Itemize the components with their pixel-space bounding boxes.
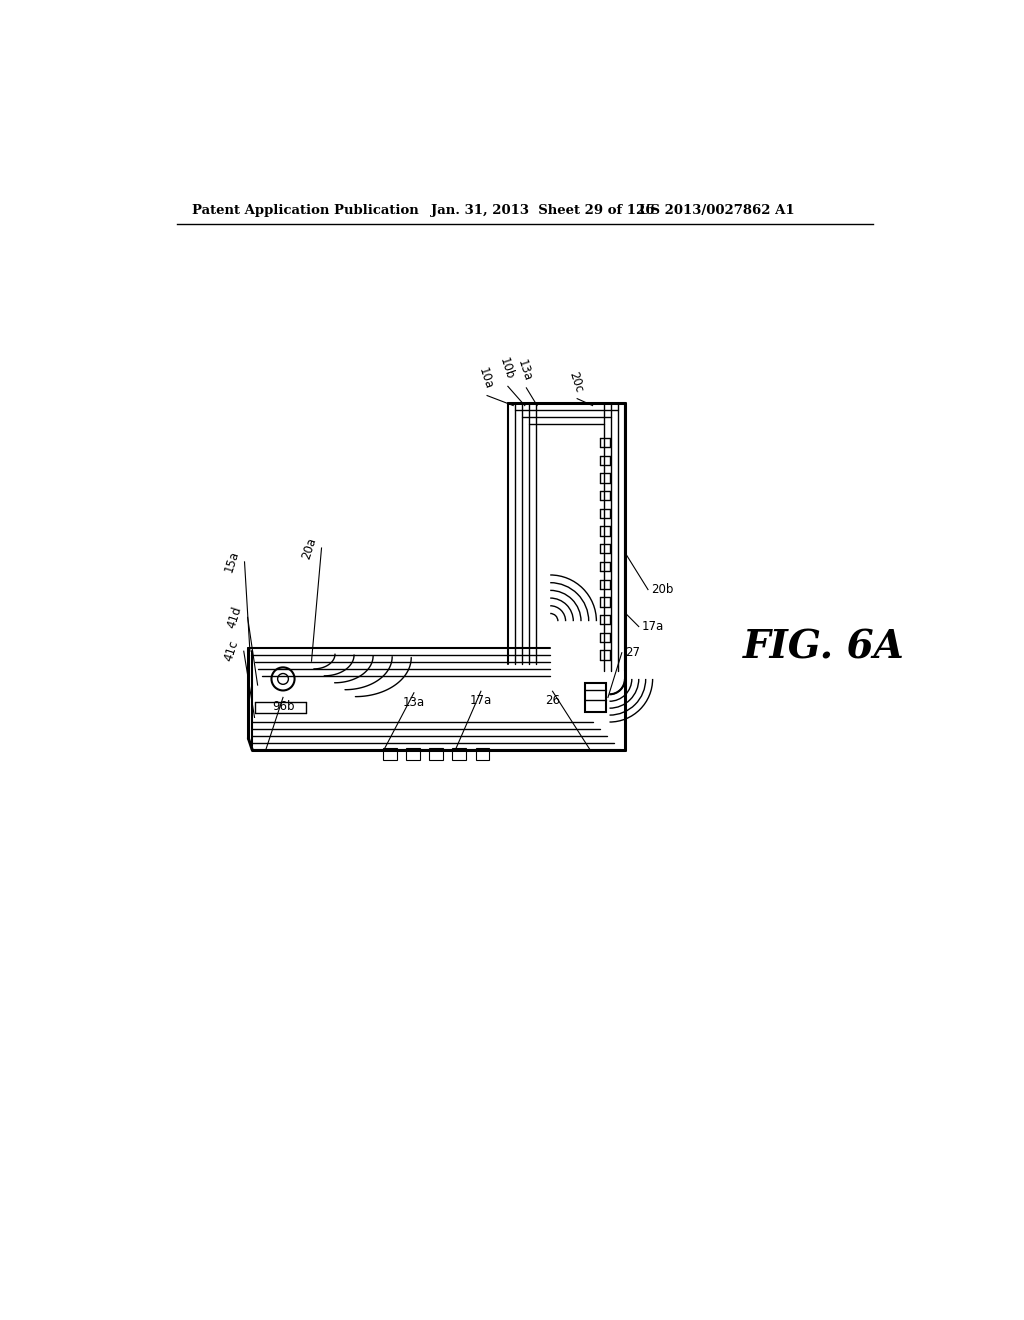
Text: 41d: 41d — [225, 605, 245, 630]
Bar — [453, 748, 466, 760]
Bar — [475, 748, 489, 760]
Text: 96b: 96b — [271, 701, 294, 714]
Text: 20b: 20b — [651, 583, 674, 597]
Bar — [585, 682, 606, 711]
Text: 13a: 13a — [515, 358, 535, 383]
Text: US 2013/0027862 A1: US 2013/0027862 A1 — [639, 205, 795, 218]
Text: Jan. 31, 2013  Sheet 29 of 126: Jan. 31, 2013 Sheet 29 of 126 — [431, 205, 654, 218]
Text: 17a: 17a — [642, 620, 665, 634]
Text: 17a: 17a — [470, 694, 493, 708]
Text: FIG. 6A: FIG. 6A — [742, 628, 904, 667]
Text: 27: 27 — [625, 647, 640, 659]
Bar — [407, 748, 420, 760]
Text: 20a: 20a — [299, 536, 318, 561]
Text: 15a: 15a — [222, 549, 242, 574]
Text: 13a: 13a — [402, 696, 425, 709]
Bar — [383, 748, 397, 760]
Text: 20c: 20c — [566, 370, 585, 395]
Text: Patent Application Publication: Patent Application Publication — [193, 205, 419, 218]
Text: 26: 26 — [545, 694, 560, 708]
Text: 41c: 41c — [222, 639, 241, 664]
Text: 10a: 10a — [476, 366, 496, 391]
Bar — [429, 748, 443, 760]
Text: 10b: 10b — [497, 356, 516, 381]
